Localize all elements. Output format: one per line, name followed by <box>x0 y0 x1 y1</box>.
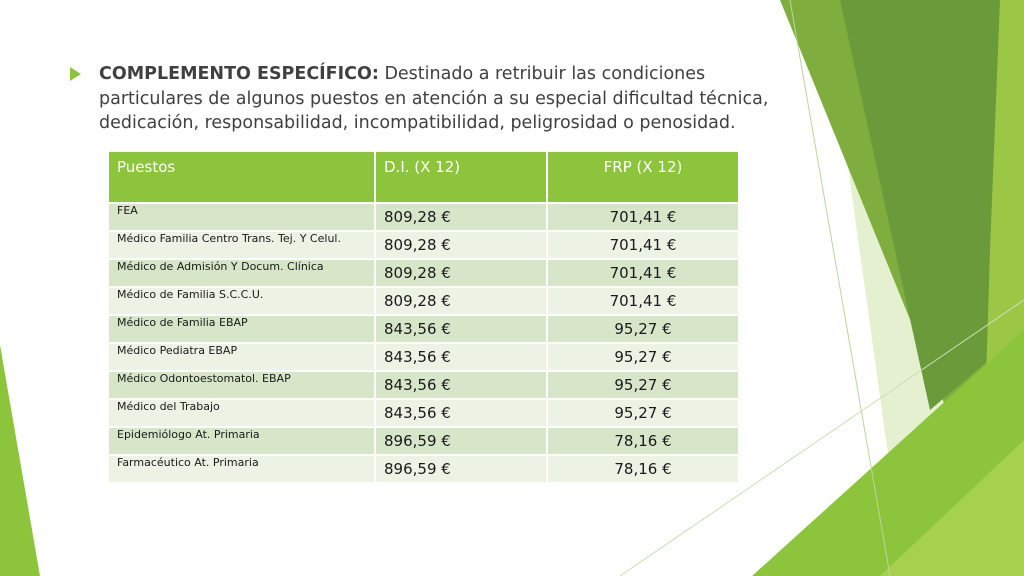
table-row: Médico de Familia S.C.C.U. 809,28 € 701,… <box>107 286 740 316</box>
cell-di: 809,28 € <box>374 230 548 260</box>
cell-frp: 701,41 € <box>546 286 740 316</box>
decor-facet-dark <box>840 0 1024 410</box>
cell-di: 843,56 € <box>374 342 548 372</box>
cell-puesto: Médico Odontoestomatol. EBAP <box>107 370 376 400</box>
header-di: D.I. (X 12) <box>374 150 548 204</box>
decor-line-b <box>619 299 1024 576</box>
cell-di: 809,28 € <box>374 202 548 232</box>
table-header-row: Puestos D.I. (X 12) FRP (X 12) <box>107 150 740 204</box>
header-puestos: Puestos <box>107 150 376 204</box>
cell-frp: 701,41 € <box>546 258 740 288</box>
table-row: Médico Familia Centro Trans. Tej. Y Celu… <box>107 230 740 260</box>
decor-bottom-band-light <box>880 440 1024 576</box>
cell-puesto: Médico de Familia S.C.C.U. <box>107 286 376 316</box>
cell-puesto: Médico de Familia EBAP <box>107 314 376 344</box>
table-row: Médico de Familia EBAP 843,56 € 95,27 € <box>107 314 740 344</box>
table-row: Médico Odontoestomatol. EBAP 843,56 € 95… <box>107 370 740 400</box>
bullet-body: Destinado a retribuir las condiciones pa… <box>99 64 769 133</box>
cell-puesto: Médico Pediatra EBAP <box>107 342 376 372</box>
cell-puesto: Farmacéutico At. Primaria <box>107 454 376 484</box>
cell-frp: 78,16 € <box>546 426 740 456</box>
bullet-label: COMPLEMENTO ESPECÍFICO: <box>99 64 379 84</box>
complemento-table: Puestos D.I. (X 12) FRP (X 12) FEA 809,2… <box>107 150 740 484</box>
cell-di: 843,56 € <box>374 398 548 428</box>
cell-frp: 78,16 € <box>546 454 740 484</box>
cell-puesto: Médico del Trabajo <box>107 398 376 428</box>
cell-di: 843,56 € <box>374 314 548 344</box>
cell-di: 896,59 € <box>374 426 548 456</box>
cell-frp: 95,27 € <box>546 342 740 372</box>
cell-frp: 95,27 € <box>546 398 740 428</box>
cell-di: 843,56 € <box>374 370 548 400</box>
cell-di: 809,28 € <box>374 258 548 288</box>
bullet-text: COMPLEMENTO ESPECÍFICO: Destinado a retr… <box>99 62 789 136</box>
decor-line-a <box>789 0 891 576</box>
header-frp: FRP (X 12) <box>546 150 740 204</box>
cell-puesto: Médico Familia Centro Trans. Tej. Y Celu… <box>107 230 376 260</box>
cell-di: 809,28 € <box>374 286 548 316</box>
cell-frp: 701,41 € <box>546 202 740 232</box>
cell-frp: 95,27 € <box>546 314 740 344</box>
cell-puesto: Epidemiólogo At. Primaria <box>107 426 376 456</box>
cell-puesto: Médico de Admisión Y Docum. Clínica <box>107 258 376 288</box>
table-row: Médico de Admisión Y Docum. Clínica 809,… <box>107 258 740 288</box>
triangle-right-icon <box>70 67 81 81</box>
decor-left-shape <box>0 345 40 576</box>
table-row: Médico Pediatra EBAP 843,56 € 95,27 € <box>107 342 740 372</box>
table-row: Farmacéutico At. Primaria 896,59 € 78,16… <box>107 454 740 484</box>
cell-di: 896,59 € <box>374 454 548 484</box>
table-row: Médico del Trabajo 843,56 € 95,27 € <box>107 398 740 428</box>
cell-frp: 95,27 € <box>546 370 740 400</box>
cell-puesto: FEA <box>107 202 376 232</box>
table-row: Epidemiólogo At. Primaria 896,59 € 78,16… <box>107 426 740 456</box>
cell-frp: 701,41 € <box>546 230 740 260</box>
table-row: FEA 809,28 € 701,41 € <box>107 202 740 232</box>
